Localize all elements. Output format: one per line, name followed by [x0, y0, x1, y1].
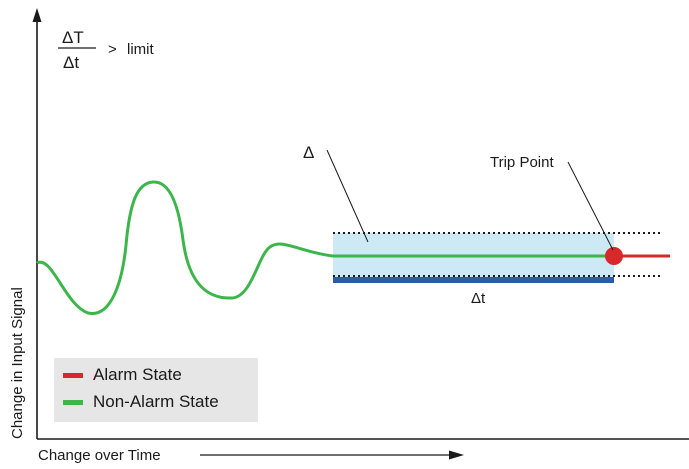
legend-item-alarm: Alarm State [63, 364, 182, 386]
legend-label-alarm: Alarm State [93, 365, 182, 384]
delta-label: Δ [303, 143, 314, 162]
legend-swatch-alarm [63, 372, 83, 378]
y-axis-label: Change in Input Signal [9, 287, 26, 439]
x-axis-label: Change over Time [38, 447, 161, 464]
x-axis-label-arrowhead [449, 450, 464, 460]
legend: Alarm State Non-Alarm State [54, 358, 258, 422]
formula-operator: > [108, 41, 117, 58]
non-alarm-signal-line [36, 180, 612, 315]
trip-point-label: Trip Point [490, 154, 554, 171]
y-axis-arrowhead [32, 8, 42, 22]
legend-label-non-alarm: Non-Alarm State [93, 392, 219, 411]
formula-limit: limit [127, 41, 154, 58]
legend-item-non-alarm: Non-Alarm State [63, 391, 219, 413]
trip-point-leader-line [567, 161, 614, 251]
formula-numerator: ΔT [62, 28, 84, 47]
delta-t-label: Δt [471, 290, 486, 307]
delta-t-bar [333, 277, 614, 283]
formula-denominator: Δt [63, 53, 79, 72]
legend-swatch-non-alarm [63, 399, 83, 405]
delta-leader-line [326, 149, 369, 243]
trip-point-marker [605, 247, 623, 265]
